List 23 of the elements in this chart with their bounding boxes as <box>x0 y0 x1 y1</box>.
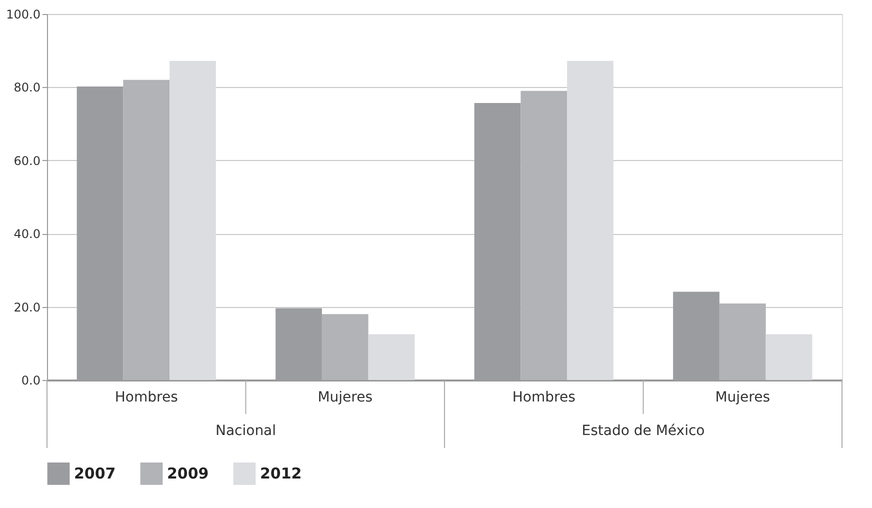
bar <box>123 80 170 380</box>
text: Estado de México <box>582 423 705 439</box>
bar <box>368 334 415 380</box>
legend-label: 2012 <box>260 464 302 483</box>
x-tick-label: Hombres <box>114 390 178 406</box>
bar <box>567 60 614 380</box>
x-tick-label: Hombres <box>512 390 576 406</box>
bar <box>766 334 812 380</box>
bar <box>719 304 766 380</box>
y-tick-label: 60.0 <box>14 154 40 168</box>
y-tick-label: 100.0 <box>6 8 40 22</box>
y-tick-label: 80.0 <box>14 80 40 95</box>
x-tick-label: Mujeres <box>715 390 770 406</box>
bar <box>520 90 568 380</box>
y-tick-label: 0.0 <box>21 374 40 388</box>
x-tick-label: Mujeres <box>318 390 373 406</box>
text: Nacional <box>215 423 276 439</box>
legend-label: 2007 <box>74 464 116 483</box>
bar <box>322 314 368 380</box>
bar <box>170 60 216 380</box>
y-tick-label: 40.0 <box>14 227 40 242</box>
y-tick-label: 20.0 <box>14 300 40 314</box>
legend-label: 2009 <box>167 464 209 483</box>
